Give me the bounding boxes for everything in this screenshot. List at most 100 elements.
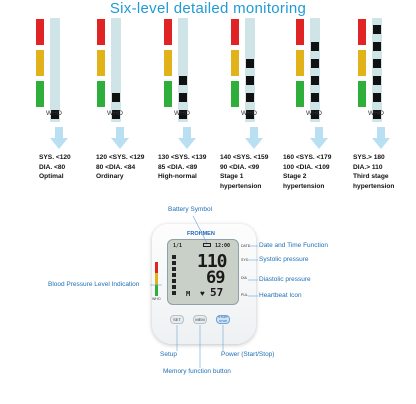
power-button[interactable]: START STOP <box>216 315 230 324</box>
level-meter-block <box>373 59 381 68</box>
level-meter-block <box>246 93 254 102</box>
lcd-screen <box>167 239 239 305</box>
level-description-line: 120 <SYS. <129 <box>96 154 145 161</box>
set-button[interactable]: SET <box>170 315 184 324</box>
lcd-date: 1/1 <box>173 243 183 249</box>
level-color-segment <box>164 50 172 76</box>
level-color-segment <box>296 81 304 107</box>
device-color-bar <box>155 262 158 296</box>
level-meter <box>245 18 255 122</box>
level-description-line: 130 <SYS. <139 <box>158 154 207 161</box>
down-arrow-icon <box>372 127 390 149</box>
level-meter <box>111 18 121 122</box>
level-description-line: Ordinary <box>96 173 124 180</box>
level-description-line: DIA. <80 <box>39 163 66 171</box>
level-description: 140 <SYS. <159 90 <DIA. <99 Stage 1 hyperte… <box>220 153 268 191</box>
level-color-segment <box>36 50 44 76</box>
level-description-line: SYS.> 180 <box>353 154 385 161</box>
lcd-level-indicator <box>172 255 182 295</box>
who-label: WHO <box>46 110 62 117</box>
level-color-bar <box>358 19 366 112</box>
level-color-segment <box>97 50 105 76</box>
level-description-line: hypertension <box>283 182 325 190</box>
level-meter-block <box>51 110 59 119</box>
level-description-line: hypertension <box>353 182 395 190</box>
level-description: SYS.> 180 DIA.> 110 Third stage hypertensio… <box>353 153 394 191</box>
level-meter <box>372 18 382 122</box>
level-color-segment <box>231 81 239 107</box>
page-title: Six-level detailed monitoring <box>109 0 307 17</box>
down-arrow-icon <box>111 127 129 149</box>
level-description-line: 80 <DIA. <84 <box>96 163 136 171</box>
level-color-segment <box>358 81 366 107</box>
level-color-segment <box>164 19 172 45</box>
level-description: 130 <SYS. <139 85 <DIA. <89 High-normal <box>158 153 206 182</box>
mem-button[interactable]: MEM <box>193 315 207 324</box>
device-label-dia: DIA <box>241 276 247 280</box>
level-color-segment <box>358 50 366 76</box>
level-color-segment <box>231 19 239 45</box>
lcd-diastolic: 69 <box>206 268 226 288</box>
level-color-segment <box>296 50 304 76</box>
level-column <box>296 14 356 122</box>
level-description-line: SYS. <120 <box>39 154 71 161</box>
level-description-line: 160 <SYS. <179 <box>283 154 332 161</box>
level-description-line: 100 <DIA. <109 <box>283 163 330 171</box>
lcd-pulse: 57 <box>210 286 224 299</box>
lcd-memory: M <box>186 290 191 298</box>
level-meter-block <box>179 110 187 119</box>
level-meter-block <box>373 110 381 119</box>
level-column <box>164 14 224 122</box>
level-description-line: DIA.> 110 <box>353 163 383 171</box>
level-meter-block <box>112 110 120 119</box>
level-color-bar <box>97 19 105 112</box>
level-meter-block <box>246 59 254 68</box>
level-color-bar <box>36 19 44 112</box>
level-meter-block <box>179 93 187 102</box>
level-meter-block <box>373 42 381 51</box>
level-color-segment <box>358 19 366 45</box>
level-meter-block <box>246 110 254 119</box>
callout-level-indication: Blood Pressure Level Indication <box>48 281 140 288</box>
device-label-pul: PUL <box>241 293 248 297</box>
level-color-bar <box>296 19 304 112</box>
level-column <box>358 14 416 122</box>
heart-icon: ♥ <box>200 289 205 298</box>
device-label-sys: SYS <box>241 258 249 262</box>
level-description-line: Stage 2 <box>283 173 307 180</box>
who-label: WHO <box>306 110 322 117</box>
down-arrow-icon <box>178 127 196 149</box>
level-meter-block <box>373 93 381 102</box>
level-meter-block <box>373 76 381 85</box>
level-column <box>36 14 96 122</box>
lcd-systolic: 110 <box>197 251 227 272</box>
down-arrow-icon <box>50 127 68 149</box>
level-color-bar <box>231 19 239 112</box>
level-meter-block <box>311 42 319 51</box>
level-description: 120 <SYS. <129 80 <DIA. <84 Ordinary <box>96 153 144 182</box>
callout-systolic: Systolic pressure <box>259 256 309 263</box>
callout-setup: Setup <box>160 351 177 358</box>
callout-memory: Memory function button <box>163 368 231 375</box>
battery-icon <box>203 243 211 247</box>
level-description-line: Third stage <box>353 173 389 180</box>
level-meter <box>50 18 60 122</box>
callout-date-time: Date and Time Function <box>259 242 329 249</box>
callout-power: Power (Start/Stop) <box>221 351 275 358</box>
level-description-line: Optimal <box>39 173 64 180</box>
who-label: WHO <box>368 110 384 117</box>
level-meter-block <box>311 110 319 119</box>
who-label: WHO <box>241 110 257 117</box>
who-label: WHO <box>174 110 190 117</box>
level-column <box>231 14 291 122</box>
level-color-segment <box>296 19 304 45</box>
level-color-segment <box>36 81 44 107</box>
level-meter-block <box>311 59 319 68</box>
level-description: 160 <SYS. <179 100 <DIA. <109 Stage 2 hyper… <box>283 153 331 191</box>
level-meter-block <box>179 76 187 85</box>
level-meter-block <box>373 25 381 34</box>
level-meter-block <box>246 76 254 85</box>
level-color-bar <box>164 19 172 112</box>
level-column <box>97 14 157 122</box>
